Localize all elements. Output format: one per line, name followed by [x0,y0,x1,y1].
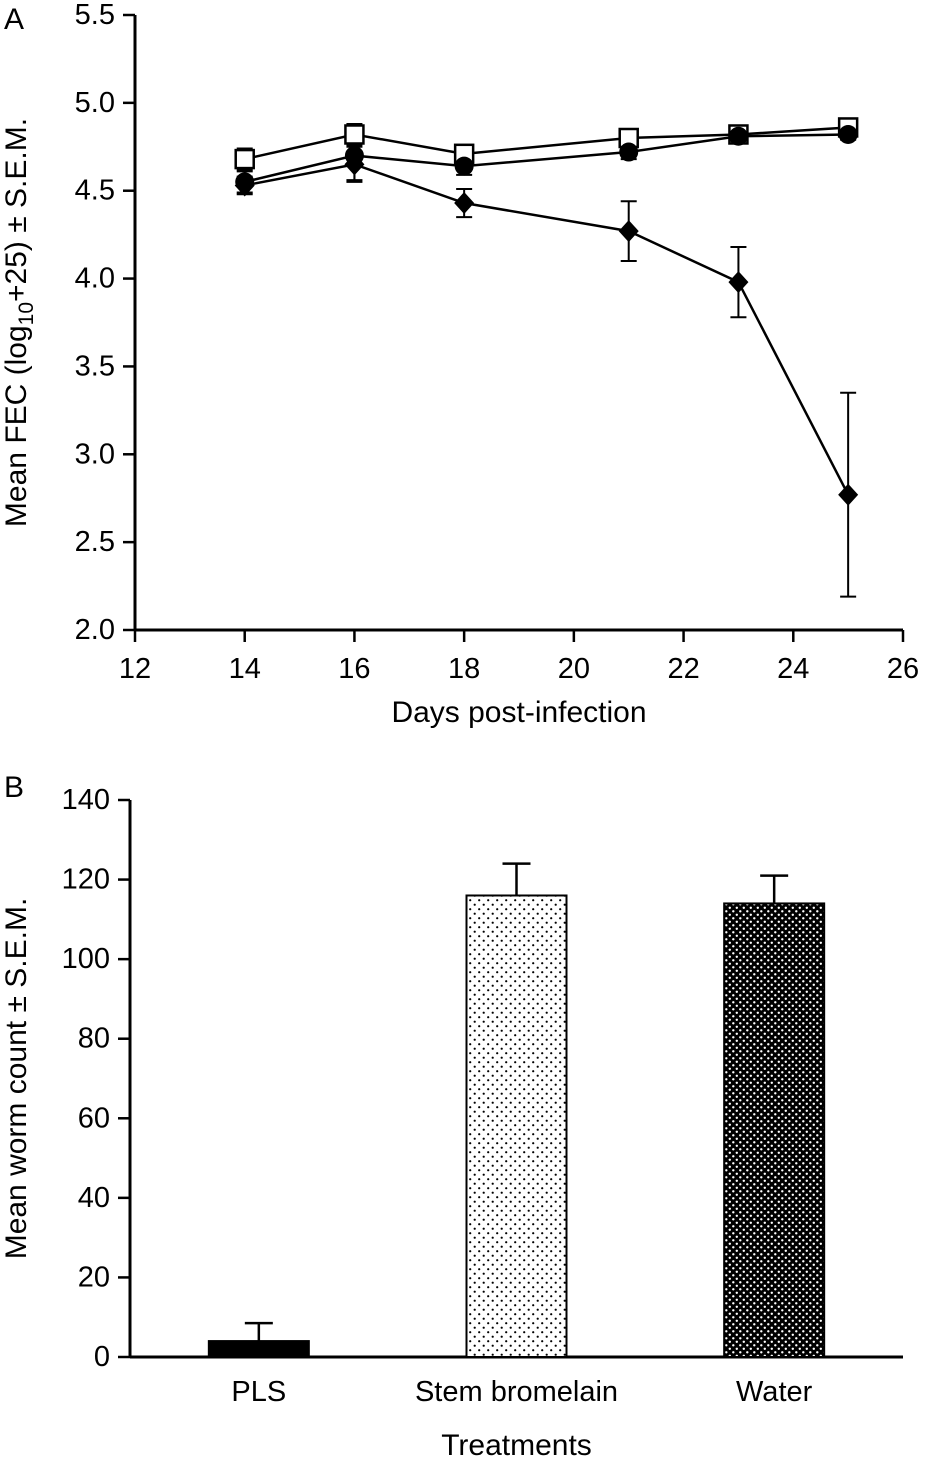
y-tick-label: 140 [62,784,110,816]
y-tick-label: 3.5 [75,350,115,382]
series-line-open-square [244,126,849,161]
y-tick-label: 5.5 [75,0,115,31]
category-label: Water [736,1376,813,1408]
marker-diamond-filled [344,153,365,176]
x-tick-label: 16 [338,653,370,685]
y-tick-label: 20 [78,1261,110,1293]
panel-b-label: B [4,771,25,804]
y-tick-label: 80 [78,1023,110,1055]
marker-circle-filled [728,126,748,146]
series-line-filled-circle [244,133,849,184]
y-tick-label: 4.5 [75,175,115,207]
y-tick-label: 2.0 [75,614,115,646]
x-tick-label: 26 [887,653,919,685]
bar-water [723,902,826,1358]
y-tick-label: 4.0 [75,263,115,295]
y-axis-label: Mean FEC (log10+25) ± S.E.M. [0,118,38,527]
marker-square-open [234,148,255,170]
worm-count-bar-chart: 0 20 40 60 80 100 120 140 PLS Stem bromelain Water… [0,784,903,1462]
fec-line-chart: 12 14 16 18 20 22 24 26 2.0 2.5 3.0 3.5 4.0 4.5 5.0 5.5… [0,0,919,729]
marker-circle-filled [619,142,639,162]
y-tick-label: 60 [78,1102,110,1134]
marker-diamond-filled [454,192,475,215]
marker-diamond-filled [234,174,255,197]
x-axis-label: Treatments [441,1429,592,1462]
x-tick-label: 20 [558,653,590,685]
marker-square-open [344,124,365,145]
y-axis-label: Mean worm count ± S.E.M. [0,898,33,1260]
marker-diamond-filled [838,483,859,506]
x-tick-label: 12 [119,653,151,685]
marker-circle-filled [454,156,474,176]
x-tick-label: 18 [448,653,480,685]
y-tick-label: 3.0 [75,438,115,470]
category-label: PLS [231,1376,286,1408]
marker-diamond-filled [728,271,749,294]
y-tick-label: 40 [78,1182,110,1214]
marker-diamond-filled [618,220,639,243]
y-tick-label: 5.0 [75,87,115,119]
y-tick-label: 2.5 [75,526,115,558]
x-tick-label: 14 [229,653,261,685]
bar-stem-bromelain [465,894,568,1358]
y-tick-label: 100 [62,943,110,975]
x-axis-label: Days post-infection [391,696,646,729]
x-tick-label: 22 [667,653,699,685]
x-tick-label: 24 [777,653,809,685]
category-label: Stem bromelain [415,1376,618,1408]
y-tick-label: 120 [62,864,110,896]
marker-circle-filled [838,124,858,144]
panel-a-label: A [4,3,25,36]
bar-pls [207,1340,310,1358]
series-line-filled-diamond [244,163,850,496]
y-tick-label: 0 [94,1341,110,1373]
